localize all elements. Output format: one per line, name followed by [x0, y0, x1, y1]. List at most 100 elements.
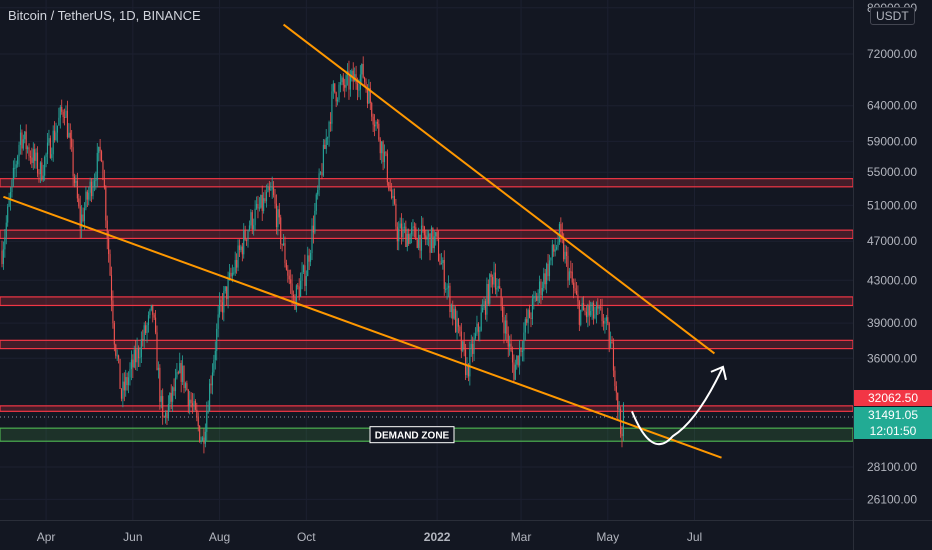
candle-body — [193, 400, 195, 406]
candle-body — [254, 208, 256, 226]
candle-body — [160, 396, 162, 402]
candle-body — [173, 387, 175, 392]
candle-body — [489, 274, 491, 304]
candle-body — [546, 263, 548, 285]
grid-layer — [0, 0, 853, 520]
y-tick-label: 28100.00 — [867, 460, 917, 474]
candle-body — [455, 308, 457, 333]
candle-body — [362, 63, 364, 78]
candle-body — [574, 288, 576, 291]
candle-body — [135, 349, 137, 363]
candle-body — [128, 377, 130, 386]
candle-body — [42, 175, 44, 180]
candle-body — [331, 91, 333, 124]
candle-body — [283, 243, 285, 246]
candle-body — [315, 194, 317, 211]
candle-body — [328, 121, 330, 138]
candle-body — [558, 224, 560, 243]
projected-bounce-arrow — [631, 366, 724, 446]
candle-body — [203, 437, 205, 444]
candle-body — [300, 280, 302, 297]
candle-body — [157, 367, 159, 371]
candle-body — [540, 281, 542, 296]
candle-body — [219, 299, 221, 315]
candle-body — [482, 307, 484, 313]
candle-body — [311, 225, 313, 254]
time-axis[interactable]: Apr Jun Aug Oct 2022 Mar May Jul — [0, 520, 932, 545]
x-tick-label: May — [596, 530, 619, 544]
candle-body — [201, 437, 204, 441]
candle-body — [24, 131, 26, 140]
candle-body — [520, 347, 522, 353]
candle-body — [392, 195, 394, 199]
candle-body — [143, 325, 145, 341]
candle-body — [556, 247, 558, 250]
candle-body — [564, 251, 566, 260]
candle-body — [73, 176, 76, 183]
candle-body — [66, 110, 68, 138]
candle-body — [445, 288, 447, 290]
candle-body — [267, 186, 269, 193]
candle-body — [65, 110, 67, 118]
resistance-zone — [0, 339, 854, 350]
candle-body — [436, 232, 438, 238]
y-tick-label: 36000.00 — [867, 351, 917, 365]
candle-body — [334, 83, 336, 93]
candle-body — [99, 146, 101, 152]
candle-body — [233, 272, 235, 274]
candle-body — [352, 70, 354, 82]
candle-body — [585, 311, 587, 318]
candle-body — [228, 272, 231, 279]
candle-body — [422, 225, 424, 227]
candle-body — [110, 275, 113, 301]
candle-body — [467, 364, 469, 377]
candle-body — [439, 260, 441, 265]
candle-body — [376, 121, 378, 124]
candle-body — [258, 207, 260, 209]
candle-body — [462, 341, 464, 351]
candle-body — [324, 144, 326, 149]
candle-body — [241, 246, 243, 255]
candle-body — [68, 132, 70, 138]
candle-body — [206, 411, 208, 432]
candle-body — [224, 286, 226, 292]
candle-body — [459, 326, 461, 332]
y-tick-label: 51000.00 — [867, 198, 917, 212]
candle-body — [622, 404, 624, 437]
candle-body — [81, 214, 83, 228]
candle-body — [557, 242, 559, 248]
candle-body — [146, 325, 148, 333]
candle-body — [584, 310, 586, 312]
candle-body — [395, 203, 397, 227]
candle-body — [247, 230, 249, 241]
symbol-title: Bitcoin / TetherUS, 1D, BINANCE — [8, 8, 201, 23]
candle-body — [270, 189, 272, 191]
candle-body — [361, 63, 363, 75]
candle-body — [277, 209, 279, 228]
price-axis[interactable]: 80000.0072000.0064000.0059000.0055000.00… — [853, 0, 918, 550]
y-tick-label: 26100.00 — [867, 492, 917, 506]
candle-body — [460, 331, 462, 351]
candle-body — [179, 363, 181, 374]
resistance-zone — [0, 178, 854, 188]
candle-body — [305, 276, 307, 286]
candle-body — [514, 364, 516, 380]
candle-body — [61, 107, 63, 112]
candle-body — [356, 83, 359, 90]
candle-body — [335, 92, 337, 102]
candle-body — [187, 389, 189, 407]
candle-body — [92, 186, 94, 197]
currency-badge[interactable]: USDT — [870, 7, 915, 25]
candle-body — [159, 367, 161, 402]
candle-body — [163, 416, 165, 418]
candle-body — [587, 305, 589, 318]
candle-body — [364, 77, 366, 82]
candle-body — [601, 307, 603, 322]
candle-body — [513, 362, 515, 380]
candle-body — [44, 157, 46, 176]
candle-body — [594, 314, 596, 319]
candle-body — [280, 217, 282, 245]
candle-body — [120, 388, 122, 399]
